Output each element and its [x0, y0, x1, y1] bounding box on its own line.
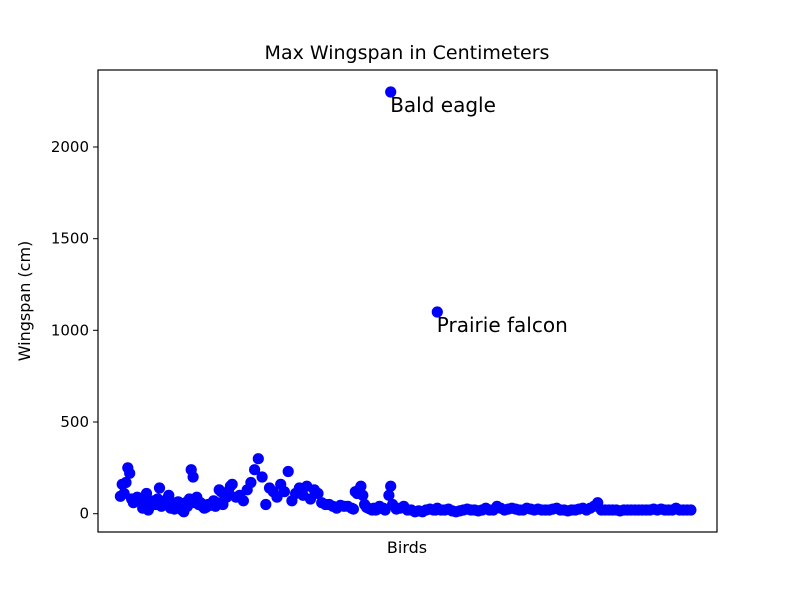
data-point — [120, 476, 132, 489]
data-point — [140, 487, 153, 500]
x-axis-label: Birds — [387, 538, 427, 557]
y-tick-label: 1000 — [51, 321, 89, 339]
data-point — [282, 465, 294, 478]
data-point — [153, 482, 166, 494]
y-tick-label: 500 — [60, 413, 89, 431]
data-point — [237, 495, 249, 507]
annotations: Bald eagle Prairie falcon — [390, 93, 568, 337]
annotation-label: Prairie falcon — [437, 313, 568, 337]
data-point — [124, 467, 136, 479]
data-point — [256, 471, 268, 483]
data-point — [226, 478, 238, 490]
y-tick-label: 0 — [79, 505, 89, 523]
y-axis-label: Wingspan (cm) — [15, 241, 34, 362]
data-point — [357, 489, 369, 501]
data-point — [385, 480, 397, 492]
annotation-label: Bald eagle — [390, 93, 496, 117]
data-point — [347, 503, 359, 515]
data-point — [252, 453, 264, 465]
annotated-point — [431, 306, 443, 318]
y-axis: 0 500 1000 1500 2000 — [51, 138, 98, 523]
plot-frame — [97, 69, 718, 533]
data-point — [187, 471, 199, 483]
chart-title: Max Wingspan in Centimeters — [265, 42, 550, 64]
data-point — [685, 504, 697, 516]
data-points — [114, 86, 697, 518]
data-point — [355, 480, 367, 492]
data-point — [245, 476, 257, 489]
annotated-point — [385, 86, 397, 98]
y-tick-label: 2000 — [51, 138, 89, 156]
data-point — [278, 486, 290, 498]
data-point — [260, 498, 272, 511]
y-tick-label: 1500 — [51, 230, 89, 248]
data-point — [249, 464, 261, 476]
data-point — [312, 487, 324, 500]
data-point — [383, 489, 395, 501]
